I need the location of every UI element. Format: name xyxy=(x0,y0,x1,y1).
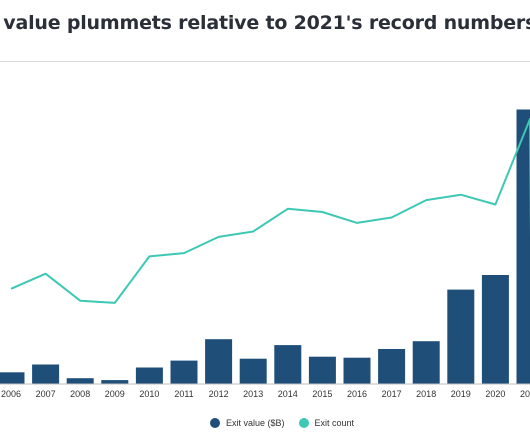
exit-count-line xyxy=(10,118,530,304)
legend-label-exit-count: Exit count xyxy=(314,418,355,428)
x-tick-label-2020: 2020 xyxy=(485,389,505,399)
bar-2009 xyxy=(101,380,129,384)
bar-2013 xyxy=(239,358,267,384)
title-divider xyxy=(0,61,530,62)
bar-2015 xyxy=(308,356,336,384)
x-tick-label-2007: 2007 xyxy=(36,389,56,399)
bar-2017 xyxy=(378,349,406,384)
bar-2011 xyxy=(170,360,198,384)
x-axis-tick-labels: 2006 2007 2008 2009 2010 2011 2012 2013 2014 2015… xyxy=(1,389,530,399)
bar-2010 xyxy=(135,367,163,384)
exit-value-bars xyxy=(0,109,530,384)
legend: Exit value ($B) Exit count xyxy=(210,418,354,428)
x-tick-label-2015: 2015 xyxy=(312,389,332,399)
bar-2014 xyxy=(274,345,302,384)
bar-2016 xyxy=(343,357,371,384)
bar-2008 xyxy=(66,378,94,384)
x-tick-label-2011: 2011 xyxy=(174,389,193,399)
x-tick-label-2016: 2016 xyxy=(347,389,367,399)
x-tick-label-2014: 2014 xyxy=(278,389,298,399)
x-tick-label-2006: 2006 xyxy=(1,389,21,399)
legend-label-exit-value: Exit value ($B) xyxy=(226,418,285,428)
x-tick-label-2018: 2018 xyxy=(416,389,436,399)
bar-2012 xyxy=(205,339,233,384)
x-tick-label-2019: 2019 xyxy=(451,389,471,399)
x-tick-label-2009: 2009 xyxy=(105,389,125,399)
x-tick-label-2012: 2012 xyxy=(209,389,229,399)
x-tick-label-2013: 2013 xyxy=(243,389,263,399)
x-tick-label-2010: 2010 xyxy=(139,389,159,399)
bar-2018 xyxy=(412,341,440,384)
legend-swatch-exit-count xyxy=(298,418,309,428)
legend-item-exit-value: Exit value ($B) xyxy=(210,418,285,428)
x-tick-label-2021: 2021 xyxy=(520,389,530,399)
bar-2006 xyxy=(0,372,25,384)
legend-swatch-exit-value xyxy=(210,418,220,428)
chart-title: t value plummets relative to 2021's reco… xyxy=(0,12,530,34)
legend-item-exit-count: Exit count xyxy=(298,418,355,428)
bar-2019 xyxy=(447,289,475,384)
bar-2021 xyxy=(516,109,530,384)
x-tick-label-2008: 2008 xyxy=(70,389,90,399)
exit-count-line-group xyxy=(10,118,530,304)
bar-2020 xyxy=(481,275,509,384)
bar-2007 xyxy=(32,364,60,384)
x-tick-label-2017: 2017 xyxy=(382,389,402,399)
